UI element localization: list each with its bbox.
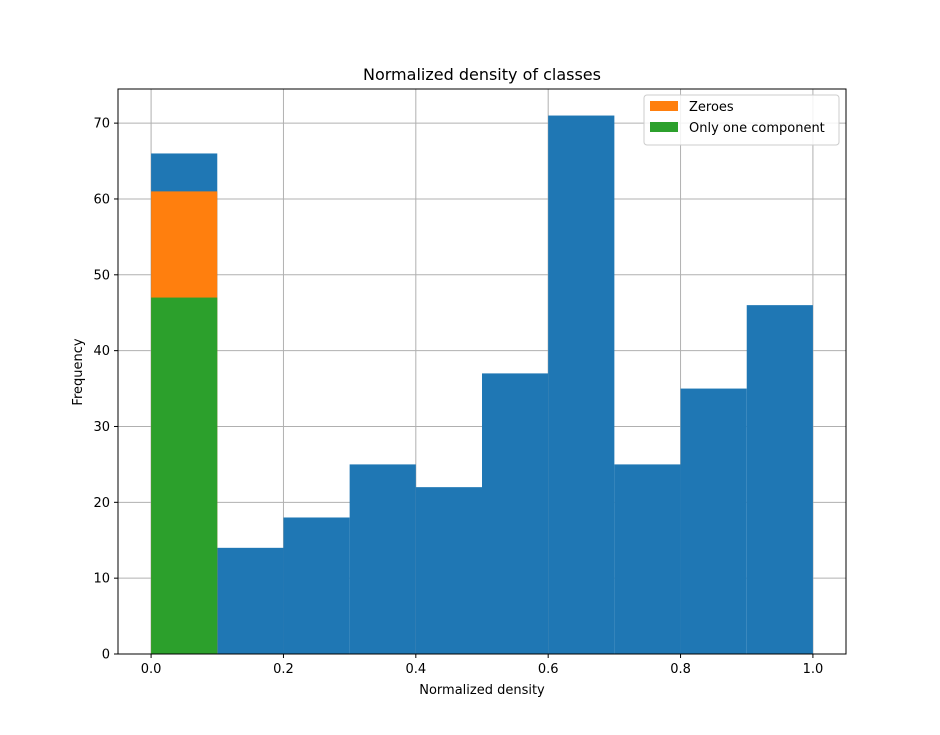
histogram-bar — [283, 517, 350, 654]
histogram-bar — [482, 373, 549, 654]
legend-swatch — [650, 122, 678, 132]
histogram-bar — [680, 388, 747, 654]
plot-frame — [117, 88, 847, 655]
x-axis-ticks: 0.0 0.2 0.4 0.6 0.8 1.0 — [141, 654, 824, 677]
histogram-bar — [415, 487, 482, 654]
legend-box — [643, 94, 840, 146]
x-axis-title: Normalized density — [419, 683, 545, 698]
legend-label: Only one component — [689, 121, 825, 136]
histogram-bar — [349, 464, 416, 654]
y-tick-label: 20 — [93, 496, 110, 511]
x-tick-label: 1.0 — [803, 662, 824, 677]
y-tick-label: 60 — [93, 192, 110, 207]
chart-title: Normalized density of classes — [363, 65, 601, 84]
histogram-bar — [151, 297, 218, 654]
y-tick-label: 50 — [93, 268, 110, 283]
y-tick-label: 40 — [93, 344, 110, 359]
x-tick-label: 0.2 — [273, 662, 294, 677]
histogram-bar — [746, 305, 813, 654]
x-tick-label: 0.8 — [670, 662, 691, 677]
bars — [151, 115, 813, 655]
histogram-bar — [548, 115, 615, 654]
legend-swatch — [650, 101, 678, 111]
legend: Zeroes Only one component — [643, 94, 840, 146]
histogram-bar — [217, 547, 284, 654]
legend-label: Zeroes — [689, 100, 734, 115]
x-tick-label: 0.0 — [141, 662, 162, 677]
y-axis-title: Frequency — [71, 338, 86, 405]
x-tick-label: 0.4 — [405, 662, 426, 677]
y-tick-label: 70 — [93, 117, 110, 132]
y-axis-ticks: 0 10 20 30 40 50 60 70 — [93, 117, 118, 663]
histogram-bar — [614, 464, 681, 654]
x-tick-label: 0.6 — [538, 662, 559, 677]
y-tick-label: 0 — [102, 648, 110, 663]
y-tick-label: 10 — [93, 572, 110, 587]
y-tick-label: 30 — [93, 420, 110, 435]
